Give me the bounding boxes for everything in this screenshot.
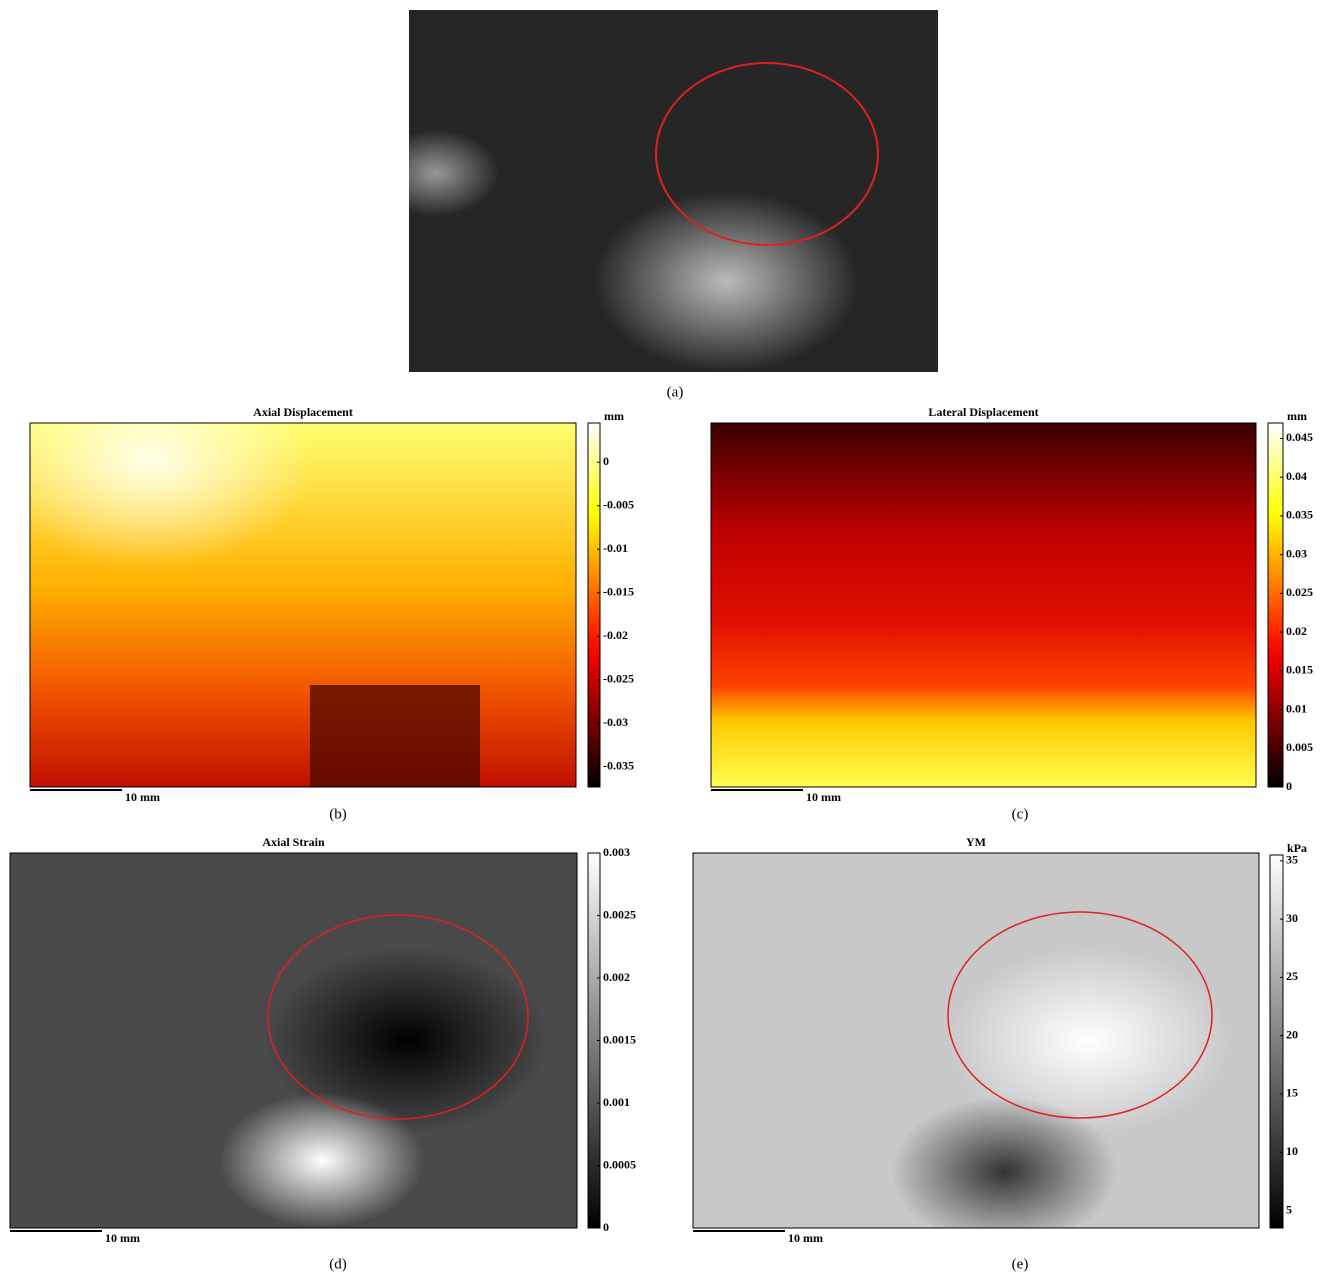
- scale-bar-label: 10 mm: [788, 1231, 823, 1245]
- colorbar-tick-label: -0.01: [603, 541, 628, 555]
- colorbar-tick-label: 20: [1286, 1027, 1298, 1041]
- colorbar-tick-label: 0.001: [603, 1095, 630, 1109]
- panel-caption: (a): [667, 384, 684, 400]
- colorbar-tick-label: 0.045: [1286, 430, 1313, 444]
- panel-title: YM: [966, 835, 986, 849]
- colorbar-tick-label: 0: [603, 454, 609, 468]
- axial-strain-image: [10, 853, 577, 1228]
- colorbar-tick-label: -0.025: [603, 672, 634, 686]
- colorbar-tick-label: 5: [1286, 1202, 1292, 1216]
- colorbar-tick-label: -0.005: [603, 497, 634, 511]
- colorbar-tick-label: 0: [603, 1220, 609, 1234]
- panel-caption: (e): [1012, 1256, 1029, 1272]
- scale-bar-label: 10 mm: [125, 790, 160, 804]
- colorbar-tick-label: 0.015: [1286, 663, 1313, 677]
- panel-caption: (b): [329, 806, 347, 822]
- colorbar-tick-label: 10: [1286, 1144, 1298, 1158]
- colorbar-label: kPa: [1287, 841, 1307, 855]
- scale-bar-label: 10 mm: [105, 1231, 140, 1245]
- panel-caption: (c): [1012, 806, 1029, 822]
- colorbar-tick-label: 0.035: [1286, 508, 1313, 522]
- colorbar-tick-label: 0.03: [1286, 546, 1307, 560]
- ym-image: [693, 853, 1259, 1228]
- colorbar-tick-label: -0.035: [603, 759, 634, 773]
- colorbar-label: mm: [1287, 409, 1307, 423]
- colorbar-tick-label: 0.04: [1286, 469, 1307, 483]
- colorbar-tick-label: 0.003: [603, 845, 630, 859]
- colorbar-tick-label: 0.01: [1286, 701, 1307, 715]
- colorbar: [1270, 855, 1283, 1228]
- panel-caption: (d): [329, 1256, 347, 1272]
- colorbar-tick-label: 30: [1286, 911, 1298, 925]
- colorbar-tick-label: 0.005: [1286, 740, 1313, 754]
- colorbar-label: mm: [604, 409, 624, 423]
- colorbar-tick-label: -0.015: [603, 585, 634, 599]
- colorbar-tick-label: -0.02: [603, 628, 628, 642]
- panel-title: Lateral Displacement: [928, 405, 1038, 419]
- colorbar-tick-label: 0.0005: [603, 1157, 636, 1171]
- panel-title: Axial Displacement: [253, 405, 353, 419]
- colorbar-tick-label: 0.0025: [603, 907, 636, 921]
- colorbar-tick-label: 15: [1286, 1086, 1298, 1100]
- colorbar: [588, 423, 600, 787]
- ultrasound-image: [409, 10, 938, 372]
- figure: (a) (b) Axial Displacement 10 mm 0 -0.005 -0.0…: [0, 0, 1343, 1275]
- colorbar-tick-label: 0.025: [1286, 585, 1313, 599]
- scale-bar-label: 10 mm: [806, 790, 841, 804]
- colorbar-tick-label: 25: [1286, 969, 1298, 983]
- axial-displacement-image: [30, 423, 576, 787]
- colorbar-tick-label: -0.03: [603, 715, 628, 729]
- lateral-displacement-image: [711, 423, 1256, 787]
- panel-title: Axial Strain: [262, 835, 325, 849]
- colorbar-tick-label: 0.02: [1286, 624, 1307, 638]
- colorbar-tick-label: 0.0015: [603, 1032, 636, 1046]
- colorbar-tick-label: 0: [1286, 779, 1292, 793]
- colorbar-tick-label: 0.002: [603, 970, 630, 984]
